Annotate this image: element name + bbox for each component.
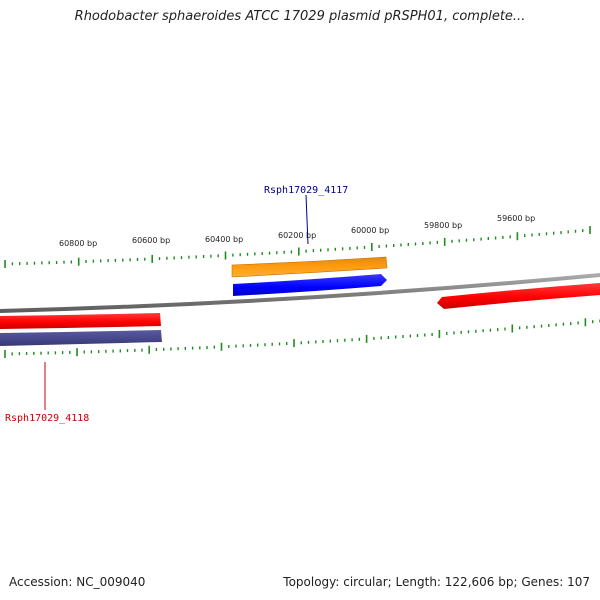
tick-label: 59600 bp <box>497 214 535 223</box>
ruler-outer <box>4 226 591 268</box>
tick-label: 60600 bp <box>132 236 170 245</box>
gene-rsph17029-4117[interactable] <box>233 274 387 296</box>
map-title: Rhodobacter sphaeroides ATCC 17029 plasm… <box>74 9 526 24</box>
tick-label: 60200 bp <box>278 231 316 240</box>
gene-label-4118[interactable]: Rsph17029_4118 <box>5 413 89 424</box>
tick-label: 60400 bp <box>205 235 243 244</box>
gene-label-4117[interactable]: Rsph17029_4117 <box>264 185 348 196</box>
accession-label: Accession: NC_009040 <box>9 575 146 589</box>
gene-rsph17029-4118[interactable] <box>0 330 162 346</box>
gene-red-left[interactable] <box>0 313 161 329</box>
tick-label: 60000 bp <box>351 226 389 235</box>
tick-label: 60800 bp <box>59 239 97 248</box>
label-leader-4117 <box>305 194 309 245</box>
gene-red-right[interactable] <box>437 283 600 309</box>
tick-labels: 60800 bp 60600 bp 60400 bp 60200 bp 6000… <box>59 214 535 248</box>
genome-backbone <box>0 273 600 313</box>
tick-label: 59800 bp <box>424 221 462 230</box>
gene-orange[interactable] <box>231 256 388 278</box>
ruler-inner <box>4 318 600 358</box>
topology-summary: Topology: circular; Length: 122,606 bp; … <box>283 575 590 589</box>
